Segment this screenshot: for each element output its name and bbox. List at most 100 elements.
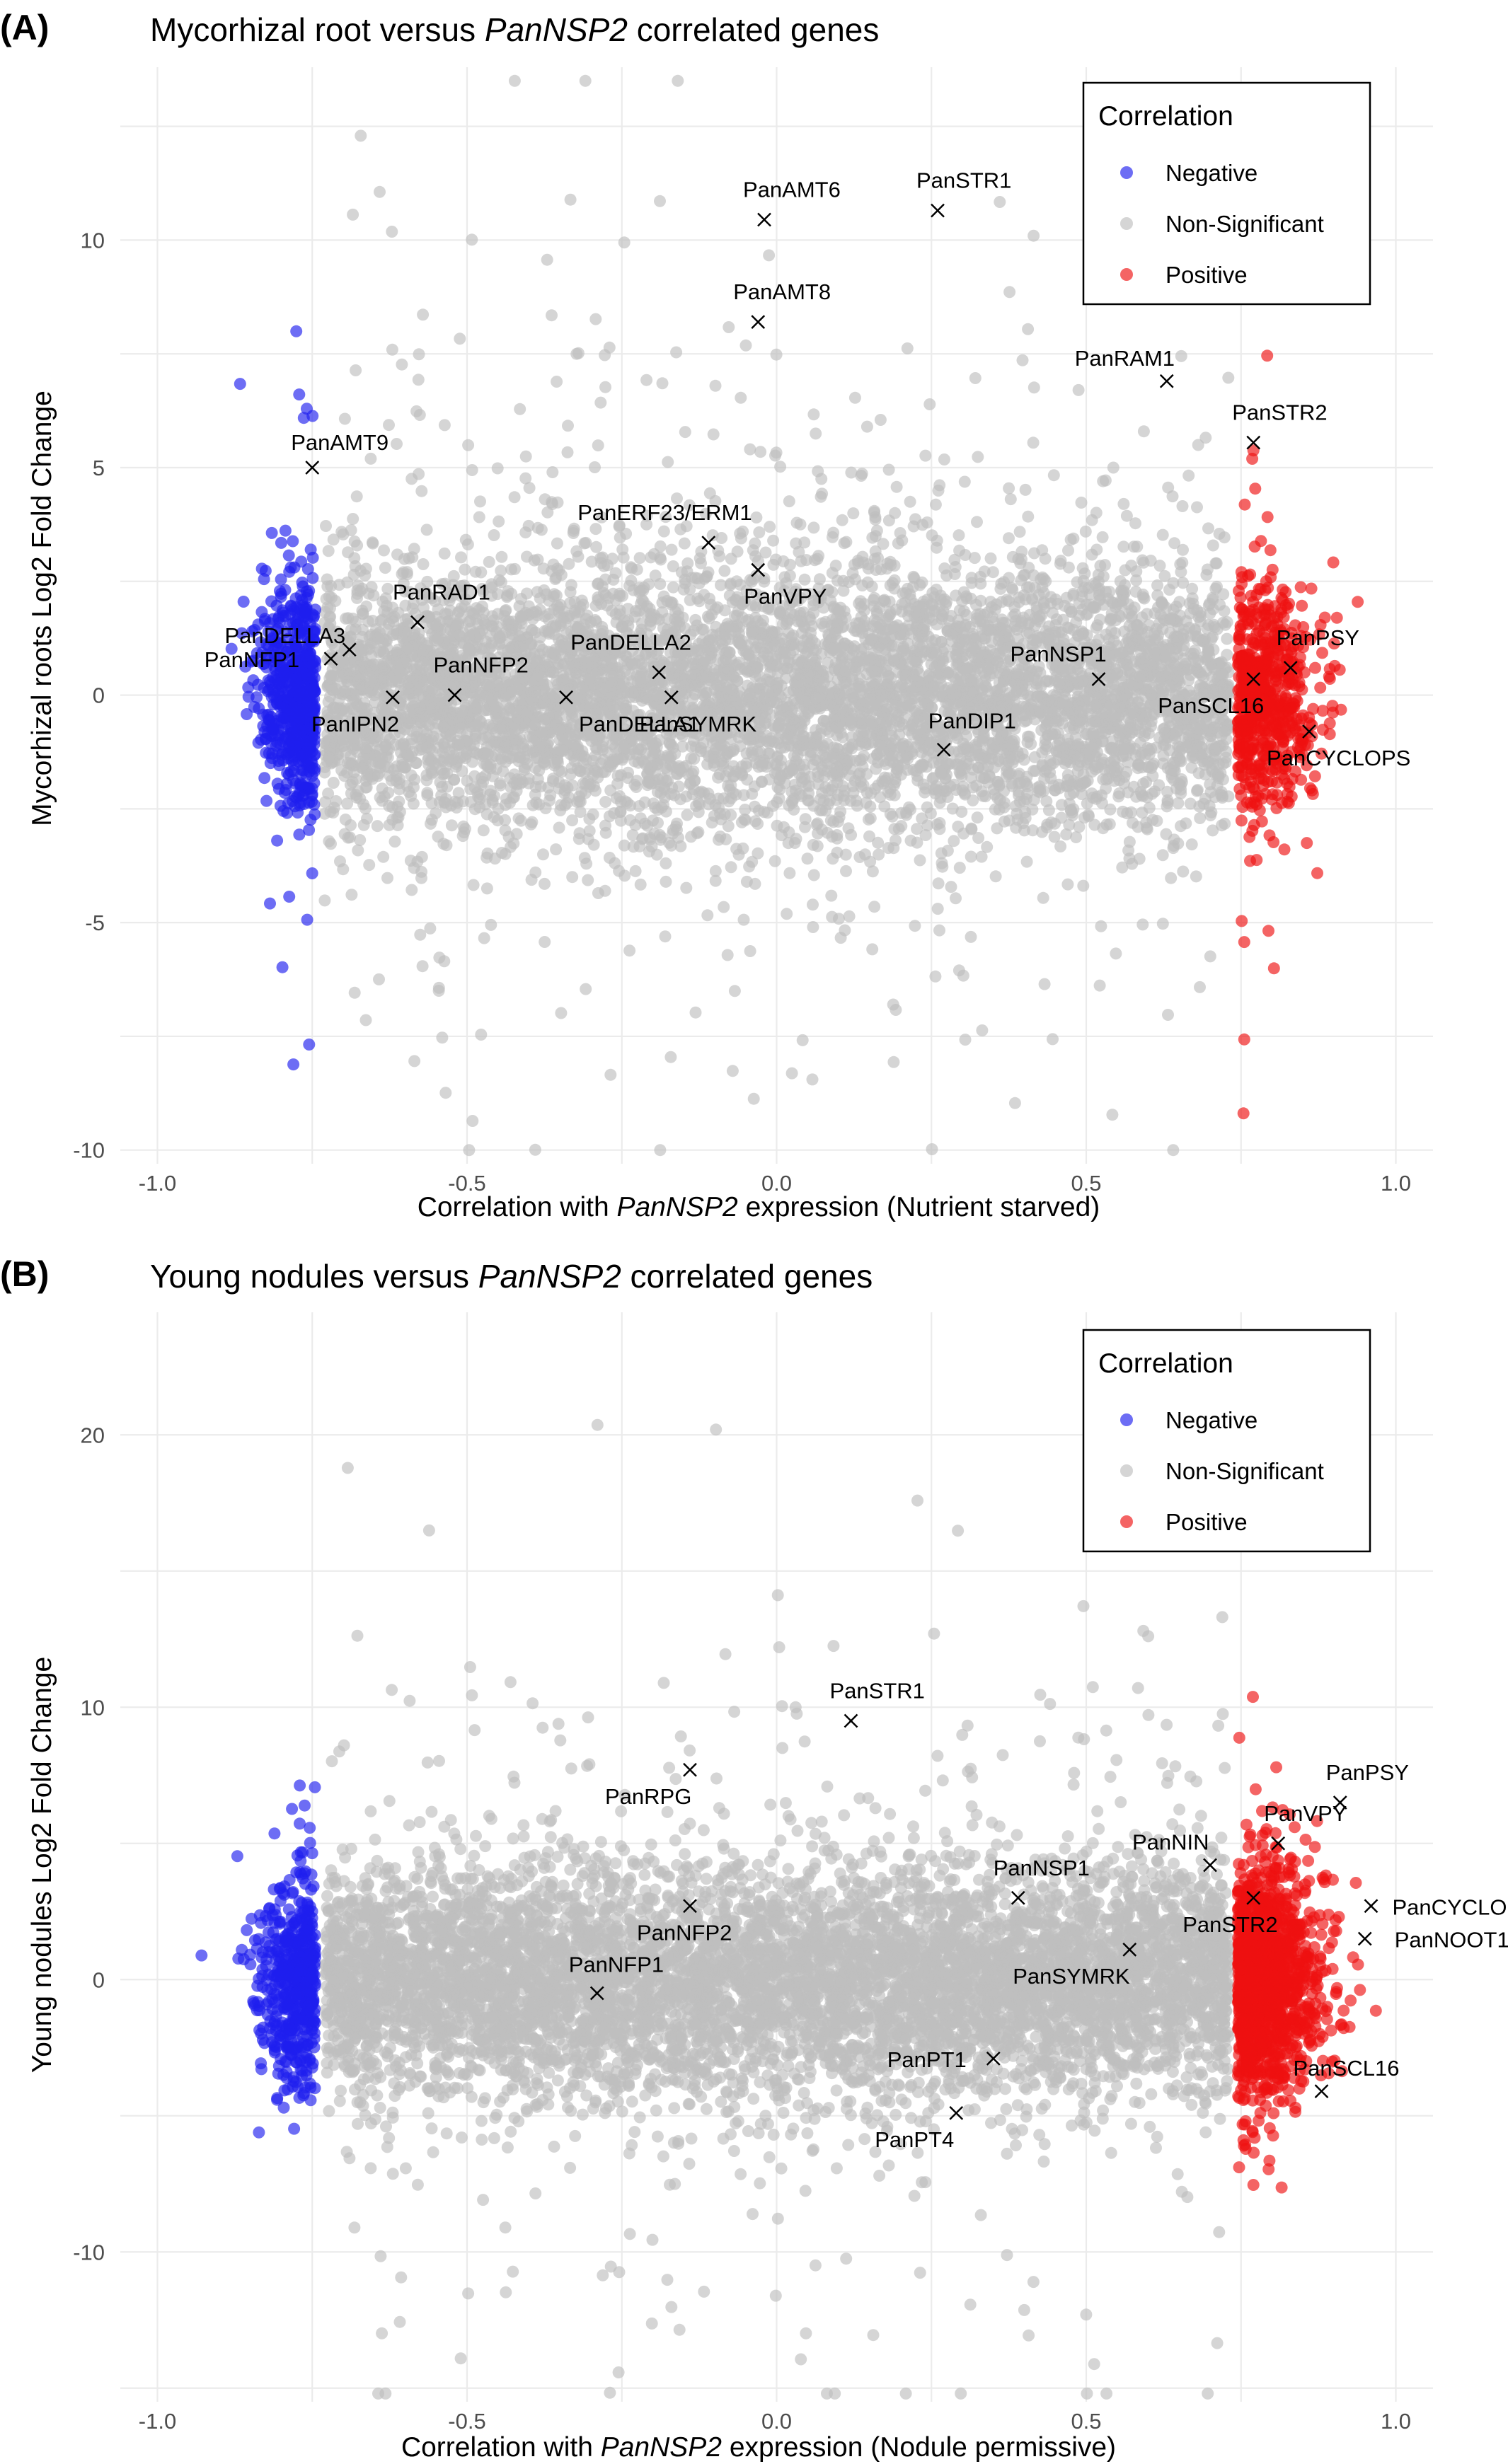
data-point bbox=[499, 814, 512, 826]
data-point bbox=[882, 463, 895, 476]
data-point bbox=[739, 814, 752, 826]
data-point bbox=[345, 889, 358, 901]
data-point bbox=[561, 446, 574, 458]
data-point bbox=[1061, 878, 1074, 891]
data-point bbox=[521, 550, 533, 563]
data-point bbox=[1191, 501, 1203, 514]
data-point bbox=[1191, 785, 1203, 797]
data-point bbox=[933, 924, 945, 937]
data-point bbox=[347, 513, 359, 525]
data-point bbox=[495, 550, 508, 563]
data-point bbox=[634, 878, 647, 891]
data-point bbox=[749, 550, 761, 562]
data-point bbox=[1073, 821, 1086, 833]
data-point bbox=[466, 464, 478, 476]
data-point bbox=[748, 780, 761, 793]
data-point bbox=[1107, 461, 1120, 474]
data-point bbox=[832, 913, 845, 925]
data-point bbox=[718, 901, 730, 913]
data-point bbox=[767, 534, 780, 547]
data-point bbox=[562, 420, 574, 432]
data-point bbox=[1003, 532, 1015, 545]
data-point bbox=[438, 419, 451, 432]
data-point bbox=[728, 985, 741, 997]
data-point bbox=[483, 555, 495, 568]
data-point bbox=[1176, 500, 1189, 512]
data-point bbox=[412, 374, 425, 386]
data-point bbox=[1019, 483, 1032, 496]
data-point bbox=[1156, 528, 1169, 541]
data-point bbox=[811, 553, 824, 565]
data-point bbox=[617, 551, 630, 564]
data-point bbox=[752, 847, 764, 860]
data-point bbox=[320, 520, 332, 532]
data-point bbox=[546, 498, 558, 510]
data-point bbox=[582, 874, 594, 886]
data-point bbox=[1156, 849, 1169, 862]
data-point bbox=[1037, 891, 1049, 904]
data-point bbox=[1038, 978, 1051, 990]
data-point bbox=[1216, 819, 1228, 832]
data-point bbox=[438, 547, 451, 560]
data-point bbox=[1060, 828, 1073, 840]
data-point bbox=[338, 412, 351, 425]
data-point bbox=[715, 579, 727, 591]
data-point bbox=[563, 557, 575, 570]
data-point bbox=[553, 821, 565, 834]
data-point bbox=[882, 610, 895, 623]
data-point bbox=[546, 309, 558, 322]
data-point bbox=[1130, 565, 1143, 578]
data-point bbox=[931, 541, 943, 554]
data-point bbox=[994, 196, 1006, 208]
data-point bbox=[948, 568, 961, 580]
data-point bbox=[354, 834, 367, 846]
data-point bbox=[1221, 615, 1233, 628]
data-point bbox=[603, 341, 616, 354]
data-point bbox=[526, 816, 539, 828]
data-point bbox=[1117, 540, 1130, 553]
data-point bbox=[359, 1014, 372, 1026]
data-point bbox=[892, 823, 905, 835]
data-point bbox=[701, 909, 714, 922]
data-point bbox=[373, 973, 385, 985]
data-point bbox=[1177, 543, 1189, 556]
data-point bbox=[654, 195, 666, 207]
data-point bbox=[1177, 644, 1190, 657]
data-point bbox=[1054, 840, 1067, 852]
data-point bbox=[1013, 526, 1026, 538]
data-point bbox=[1022, 510, 1035, 523]
data-point bbox=[480, 882, 493, 895]
data-point bbox=[339, 814, 352, 826]
data-point bbox=[1091, 619, 1104, 632]
data-point bbox=[439, 1087, 452, 1099]
data-point bbox=[665, 543, 678, 556]
data-point bbox=[709, 379, 722, 392]
data-point bbox=[1175, 349, 1187, 362]
data-point bbox=[1028, 229, 1040, 242]
data-point bbox=[413, 348, 425, 361]
data-point bbox=[1047, 1033, 1059, 1046]
data-point bbox=[1003, 286, 1016, 299]
data-point bbox=[1137, 425, 1150, 438]
data-point bbox=[480, 851, 493, 864]
data-point bbox=[955, 806, 968, 818]
data-point bbox=[660, 875, 672, 888]
data-point bbox=[654, 1144, 667, 1157]
data-point bbox=[570, 545, 583, 557]
data-point bbox=[904, 803, 916, 816]
data-point bbox=[693, 787, 706, 799]
data-point bbox=[859, 848, 871, 861]
data-point bbox=[856, 468, 868, 480]
data-point bbox=[811, 840, 824, 852]
data-point bbox=[659, 930, 672, 943]
data-point bbox=[551, 376, 563, 388]
data-point bbox=[1194, 981, 1206, 993]
data-point bbox=[459, 563, 471, 576]
data-point bbox=[862, 813, 875, 826]
data-point bbox=[933, 479, 946, 492]
data-point bbox=[1177, 865, 1190, 878]
data-point bbox=[1185, 761, 1198, 774]
data-point bbox=[602, 591, 615, 604]
data-point bbox=[877, 538, 890, 550]
data-point bbox=[718, 565, 731, 577]
